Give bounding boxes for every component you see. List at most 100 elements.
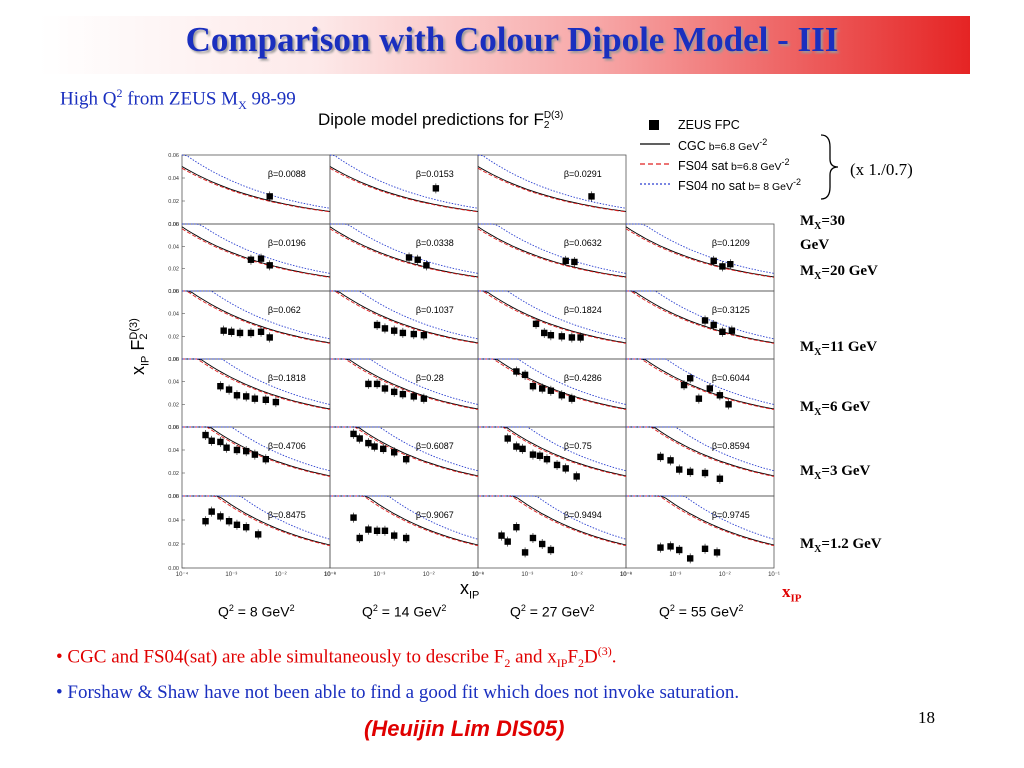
y-tick-label: 0.02 (168, 471, 179, 477)
legend-label: ZEUS FPC (678, 118, 740, 132)
fs04-nosat-curve (478, 223, 627, 274)
panel-frame (625, 290, 775, 360)
fs04-sat-curve (626, 358, 775, 411)
data-point (373, 321, 381, 329)
data-point (420, 395, 428, 402)
bullet-item: • Forshaw & Shaw have not been able to f… (56, 682, 740, 704)
data-point (423, 262, 430, 269)
legend-sup: -2 (792, 177, 801, 187)
fs04-sat-curve (625, 228, 775, 278)
data-point (686, 468, 694, 476)
y-tick-label: 0.02 (168, 199, 179, 205)
data-point (728, 327, 736, 334)
bullet-text: . (611, 646, 617, 668)
chart-title-sub: 2 (543, 119, 550, 131)
y-tick-label: 0.00 (168, 494, 179, 500)
mx-value: =1.2 GeV (821, 536, 882, 552)
beta-label: β=0.6087 (416, 441, 454, 451)
panel-frame (625, 358, 775, 428)
cgc-curve (329, 226, 479, 278)
data-point (553, 461, 561, 469)
mx-value: =3 GeV (821, 463, 871, 479)
data-point (513, 443, 520, 450)
bullet-sub: 2 (504, 656, 511, 671)
data-point (402, 534, 410, 542)
x-axis-label: xIP (460, 578, 479, 602)
fs04-nosat-curve (330, 223, 479, 274)
fs04-nosat-curve (329, 154, 479, 209)
legend-dashed-line (640, 163, 670, 165)
data-point (350, 430, 357, 438)
q2-main: Q (362, 603, 373, 620)
fs04-nosat-curve (626, 426, 775, 472)
fs04-sat-curve (181, 228, 331, 278)
fs04-nosat-curve (626, 290, 775, 340)
mx-sub: X (814, 544, 822, 555)
data-point (532, 320, 540, 328)
fs04-nosat-curve (182, 358, 331, 405)
data-point (727, 261, 734, 268)
y-tick-label: 0.02 (168, 402, 179, 408)
data-point (202, 518, 209, 525)
beta-label: β=0.0291 (564, 169, 602, 179)
data-point (676, 546, 683, 554)
panel-frame (329, 154, 479, 225)
q2-label-8: Q2 = 8 GeV2 (218, 603, 295, 620)
data-point (262, 456, 270, 463)
q2-unit-sup: 2 (738, 603, 744, 613)
fs04-sat-curve (329, 228, 479, 278)
beta-label: β=0.0632 (564, 238, 602, 248)
data-point (701, 545, 709, 552)
x-tick-label: 10⁻² (719, 572, 731, 578)
cgc-curve (329, 166, 479, 212)
panel-frame (477, 426, 627, 497)
q2-value: = 55 GeV (674, 603, 739, 620)
mx-sub: X (814, 347, 822, 358)
legend-text: CGC b=6.8 GeV-2 (678, 137, 767, 153)
cgc-curve (478, 358, 627, 410)
data-point (538, 540, 546, 548)
legend-square-marker (649, 120, 659, 130)
data-point (410, 330, 418, 338)
fs04-nosat-curve (330, 290, 479, 340)
data-point (257, 255, 265, 262)
data-point (266, 334, 273, 341)
fs04-sat-curve (477, 167, 627, 213)
q2-value: = 14 GeV (377, 603, 442, 620)
fs04-sat-curve (329, 290, 479, 344)
data-point (272, 398, 280, 406)
data-point (686, 555, 694, 562)
xip-main: x (782, 582, 791, 601)
panel-frame (329, 223, 479, 292)
data-point (266, 262, 273, 269)
y-tick-label: 0.04 (168, 518, 179, 524)
cgc-curve (181, 226, 331, 278)
beta-label: β=0.0196 (268, 238, 306, 248)
data-point (242, 524, 250, 531)
fs04-sat-curve (182, 358, 331, 411)
y-tick-label: 0.04 (168, 312, 179, 318)
bullet-sup: (3) (597, 644, 612, 658)
cgc-curve (330, 358, 479, 410)
x-tick-label: 10⁻² (571, 572, 583, 578)
cgc-curve (477, 166, 627, 212)
data-point (420, 332, 428, 339)
x-tick-label: 10⁻¹ (620, 572, 632, 578)
legend-sup: -2 (759, 137, 768, 147)
data-point (498, 532, 505, 539)
data-point (247, 256, 255, 263)
data-point (543, 456, 551, 463)
data-point (562, 465, 569, 472)
panel-frame (625, 426, 775, 497)
cgc-curve (330, 290, 479, 344)
fs04-nosat-curve (182, 426, 331, 472)
bullet-item: • CGC and FS04(sat) are able simultaneou… (56, 636, 739, 678)
data-point (710, 257, 717, 265)
chart-title-main: Dipole model predictions for F (318, 110, 544, 129)
y-tick-label: 0.04 (168, 448, 179, 454)
data-point (573, 473, 580, 480)
data-point (390, 449, 398, 456)
panel-frame (477, 223, 627, 292)
panel-frame (477, 154, 627, 225)
data-point (373, 380, 381, 388)
